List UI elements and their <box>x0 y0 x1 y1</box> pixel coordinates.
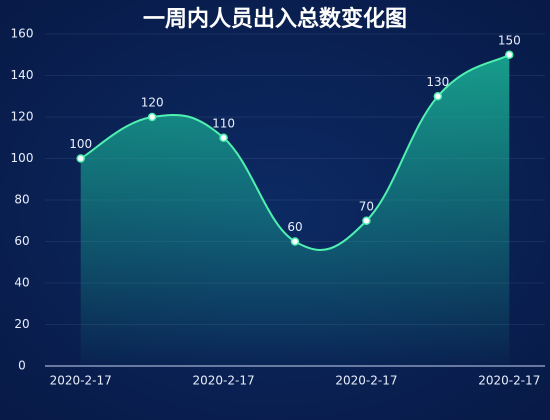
point <box>76 154 85 163</box>
point <box>147 112 157 122</box>
chart-title: 一周内人员出入总数变化图 <box>143 6 407 32</box>
x-tick-label: 2020-2-17 <box>50 374 112 388</box>
value-label: 110 <box>212 116 235 130</box>
y-tick-label: 120 <box>11 110 34 124</box>
y-tick-label: 20 <box>14 317 29 331</box>
y-tick-label: 100 <box>11 151 34 165</box>
value-label: 100 <box>69 137 92 151</box>
x-tick-label: 2020-2-17 <box>478 374 540 388</box>
point <box>505 50 514 59</box>
x-tick-label: 2020-2-17 <box>193 374 255 388</box>
y-tick-label: 160 <box>11 27 34 41</box>
point <box>290 237 300 246</box>
point <box>362 216 371 225</box>
y-tick-label: 40 <box>14 276 29 290</box>
value-label: 150 <box>498 33 521 47</box>
point <box>219 133 228 142</box>
value-label: 70 <box>359 199 374 213</box>
x-tick-label: 2020-2-17 <box>335 374 397 388</box>
value-label: 60 <box>287 220 302 234</box>
point <box>433 92 443 101</box>
value-label: 120 <box>141 96 164 110</box>
y-tick-label: 60 <box>14 234 29 248</box>
y-tick-label: 80 <box>14 193 29 207</box>
y-tick-label: 140 <box>11 68 34 82</box>
value-label: 130 <box>426 75 449 89</box>
area <box>80 54 510 366</box>
y-tick-label: 0 <box>18 359 26 373</box>
